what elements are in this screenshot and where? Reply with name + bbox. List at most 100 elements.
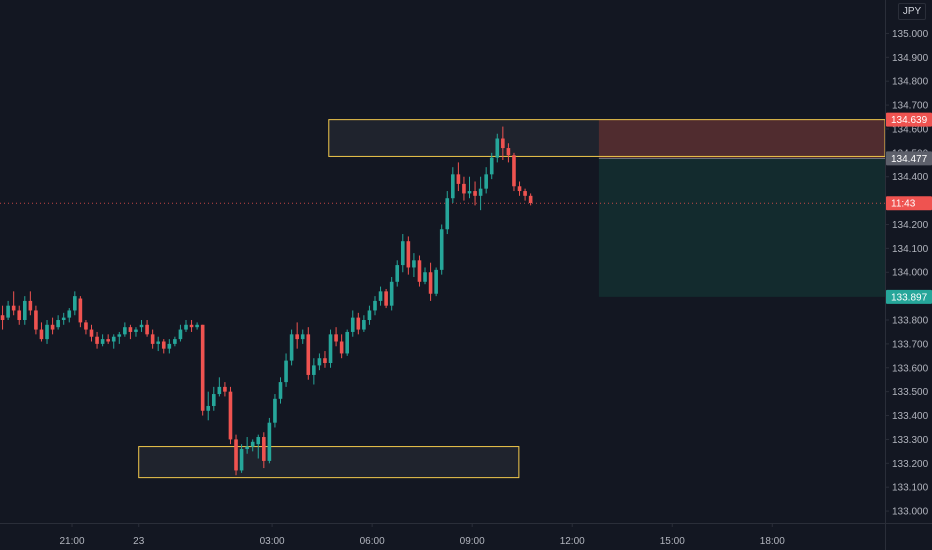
currency-label[interactable]: JPY bbox=[898, 3, 926, 20]
candle-body bbox=[384, 291, 388, 306]
candle-body bbox=[156, 341, 161, 344]
support-zone bbox=[138, 446, 520, 479]
y-tick-label: 133.000 bbox=[892, 507, 929, 518]
candle-body bbox=[284, 360, 288, 383]
candle-body bbox=[267, 422, 272, 461]
candle-body bbox=[167, 343, 172, 349]
stop-loss-area bbox=[598, 119, 885, 159]
y-tick-label: 133.700 bbox=[892, 339, 929, 350]
price-badge bbox=[886, 151, 932, 166]
candle-body bbox=[462, 183, 466, 194]
candle-body bbox=[245, 446, 249, 449]
x-tick-label: 18:00 bbox=[760, 536, 785, 547]
y-tick-label: 134.100 bbox=[892, 244, 929, 255]
x-tick-label: 09:00 bbox=[460, 536, 485, 547]
x-tick-label: 21:00 bbox=[60, 536, 85, 547]
candle-body bbox=[367, 310, 372, 321]
candle-body bbox=[145, 324, 149, 335]
price-badge bbox=[886, 196, 932, 211]
candle-body bbox=[328, 334, 333, 363]
candle-body bbox=[501, 138, 505, 149]
price-badge-label: 133.897 bbox=[891, 292, 928, 303]
candle-body bbox=[312, 365, 316, 375]
price-badge-label: 11:43 bbox=[891, 199, 916, 210]
candle-body bbox=[451, 174, 455, 199]
candle-body bbox=[34, 310, 38, 330]
candle-body bbox=[506, 148, 511, 156]
candle-body bbox=[67, 310, 72, 318]
candle-body bbox=[317, 358, 322, 366]
position-tool bbox=[598, 119, 885, 297]
y-tick-label: 135.000 bbox=[892, 29, 929, 40]
candle-body bbox=[50, 324, 55, 330]
candle-body bbox=[378, 291, 383, 301]
candle-body bbox=[439, 229, 444, 270]
candle-body bbox=[123, 327, 127, 335]
candle-body bbox=[412, 260, 416, 268]
candle-body bbox=[512, 155, 516, 187]
price-lines bbox=[0, 157, 885, 204]
candle-body bbox=[517, 186, 522, 192]
candle-body bbox=[345, 331, 350, 354]
candle-body bbox=[17, 310, 22, 321]
candle-body bbox=[523, 191, 527, 196]
candle-body bbox=[489, 157, 494, 175]
candle-body bbox=[217, 386, 222, 395]
candle-body bbox=[139, 324, 144, 328]
y-tick-label: 133.400 bbox=[892, 411, 929, 422]
candle-body bbox=[434, 269, 438, 294]
candle-body bbox=[61, 317, 66, 321]
y-tick-label: 133.600 bbox=[892, 363, 929, 374]
candle-body bbox=[400, 241, 405, 266]
candle-body bbox=[278, 382, 283, 399]
candle-body bbox=[150, 334, 155, 344]
candle-body bbox=[262, 437, 266, 461]
x-tick-label: 23 bbox=[133, 536, 145, 547]
candle-body bbox=[445, 198, 450, 230]
candle-body bbox=[223, 386, 227, 392]
candle-body bbox=[228, 391, 233, 440]
x-tick-label: 15:00 bbox=[660, 536, 685, 547]
candle-body bbox=[395, 265, 400, 282]
candle-body bbox=[273, 398, 277, 423]
x-tick-label: 06:00 bbox=[360, 536, 385, 547]
candle-body bbox=[39, 329, 44, 340]
candle-body bbox=[495, 138, 500, 158]
candle-body bbox=[239, 448, 244, 471]
price-badge-label: 134.477 bbox=[891, 154, 928, 165]
candle-body bbox=[161, 341, 166, 349]
candle-body bbox=[173, 339, 177, 344]
candle-body bbox=[195, 324, 199, 328]
candle-body bbox=[373, 300, 377, 311]
price-badge-label: 134.639 bbox=[891, 115, 928, 126]
y-axis: 135.000134.900134.800134.700134.600134.5… bbox=[885, 0, 932, 550]
candle-body bbox=[100, 339, 105, 344]
candle-body bbox=[528, 195, 533, 203]
candle-body bbox=[356, 317, 361, 330]
y-tick-label: 133.500 bbox=[892, 387, 929, 398]
candle-body bbox=[306, 334, 311, 375]
candle-body bbox=[0, 315, 5, 321]
y-tick-label: 133.800 bbox=[892, 316, 929, 327]
x-tick-label: 03:00 bbox=[260, 536, 285, 547]
price-badges: 134.639 134.477 11:43 133.897 bbox=[886, 112, 932, 304]
candle-body bbox=[417, 260, 422, 282]
candle-body bbox=[184, 324, 188, 330]
candle-body bbox=[250, 441, 255, 447]
candle-body bbox=[362, 320, 366, 330]
candle-body bbox=[200, 324, 205, 411]
candle-body bbox=[89, 329, 94, 337]
candle-body bbox=[323, 358, 327, 363]
candle-body bbox=[11, 305, 16, 311]
candle-body bbox=[300, 334, 305, 340]
candle-body bbox=[128, 327, 133, 332]
y-tick-label: 133.200 bbox=[892, 459, 929, 470]
candle-body bbox=[206, 405, 211, 411]
y-tick-label: 134.700 bbox=[892, 101, 929, 112]
y-tick-label: 133.300 bbox=[892, 435, 929, 446]
candle-body bbox=[106, 339, 110, 342]
candle-body bbox=[111, 336, 116, 342]
y-tick-label: 134.800 bbox=[892, 77, 929, 88]
